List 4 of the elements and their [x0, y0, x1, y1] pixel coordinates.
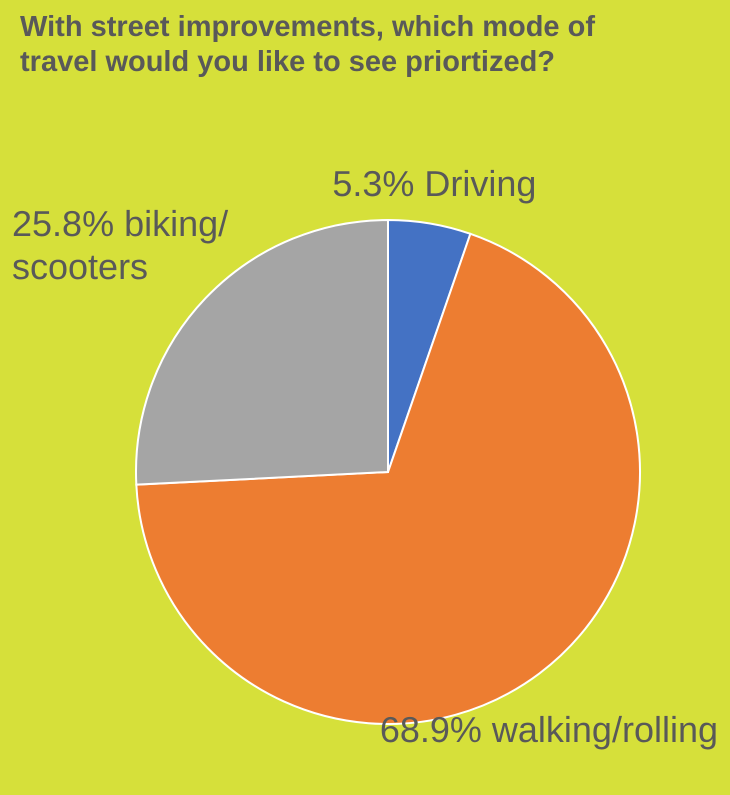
slice-label: 25.8% biking/scooters [12, 202, 228, 288]
chart-title: With street improvements, which mode of travel would you like to see priortized? [20, 11, 604, 78]
slice-label: 68.9% walking/rolling [380, 708, 718, 750]
slice-label: 5.3% Driving [332, 162, 536, 204]
